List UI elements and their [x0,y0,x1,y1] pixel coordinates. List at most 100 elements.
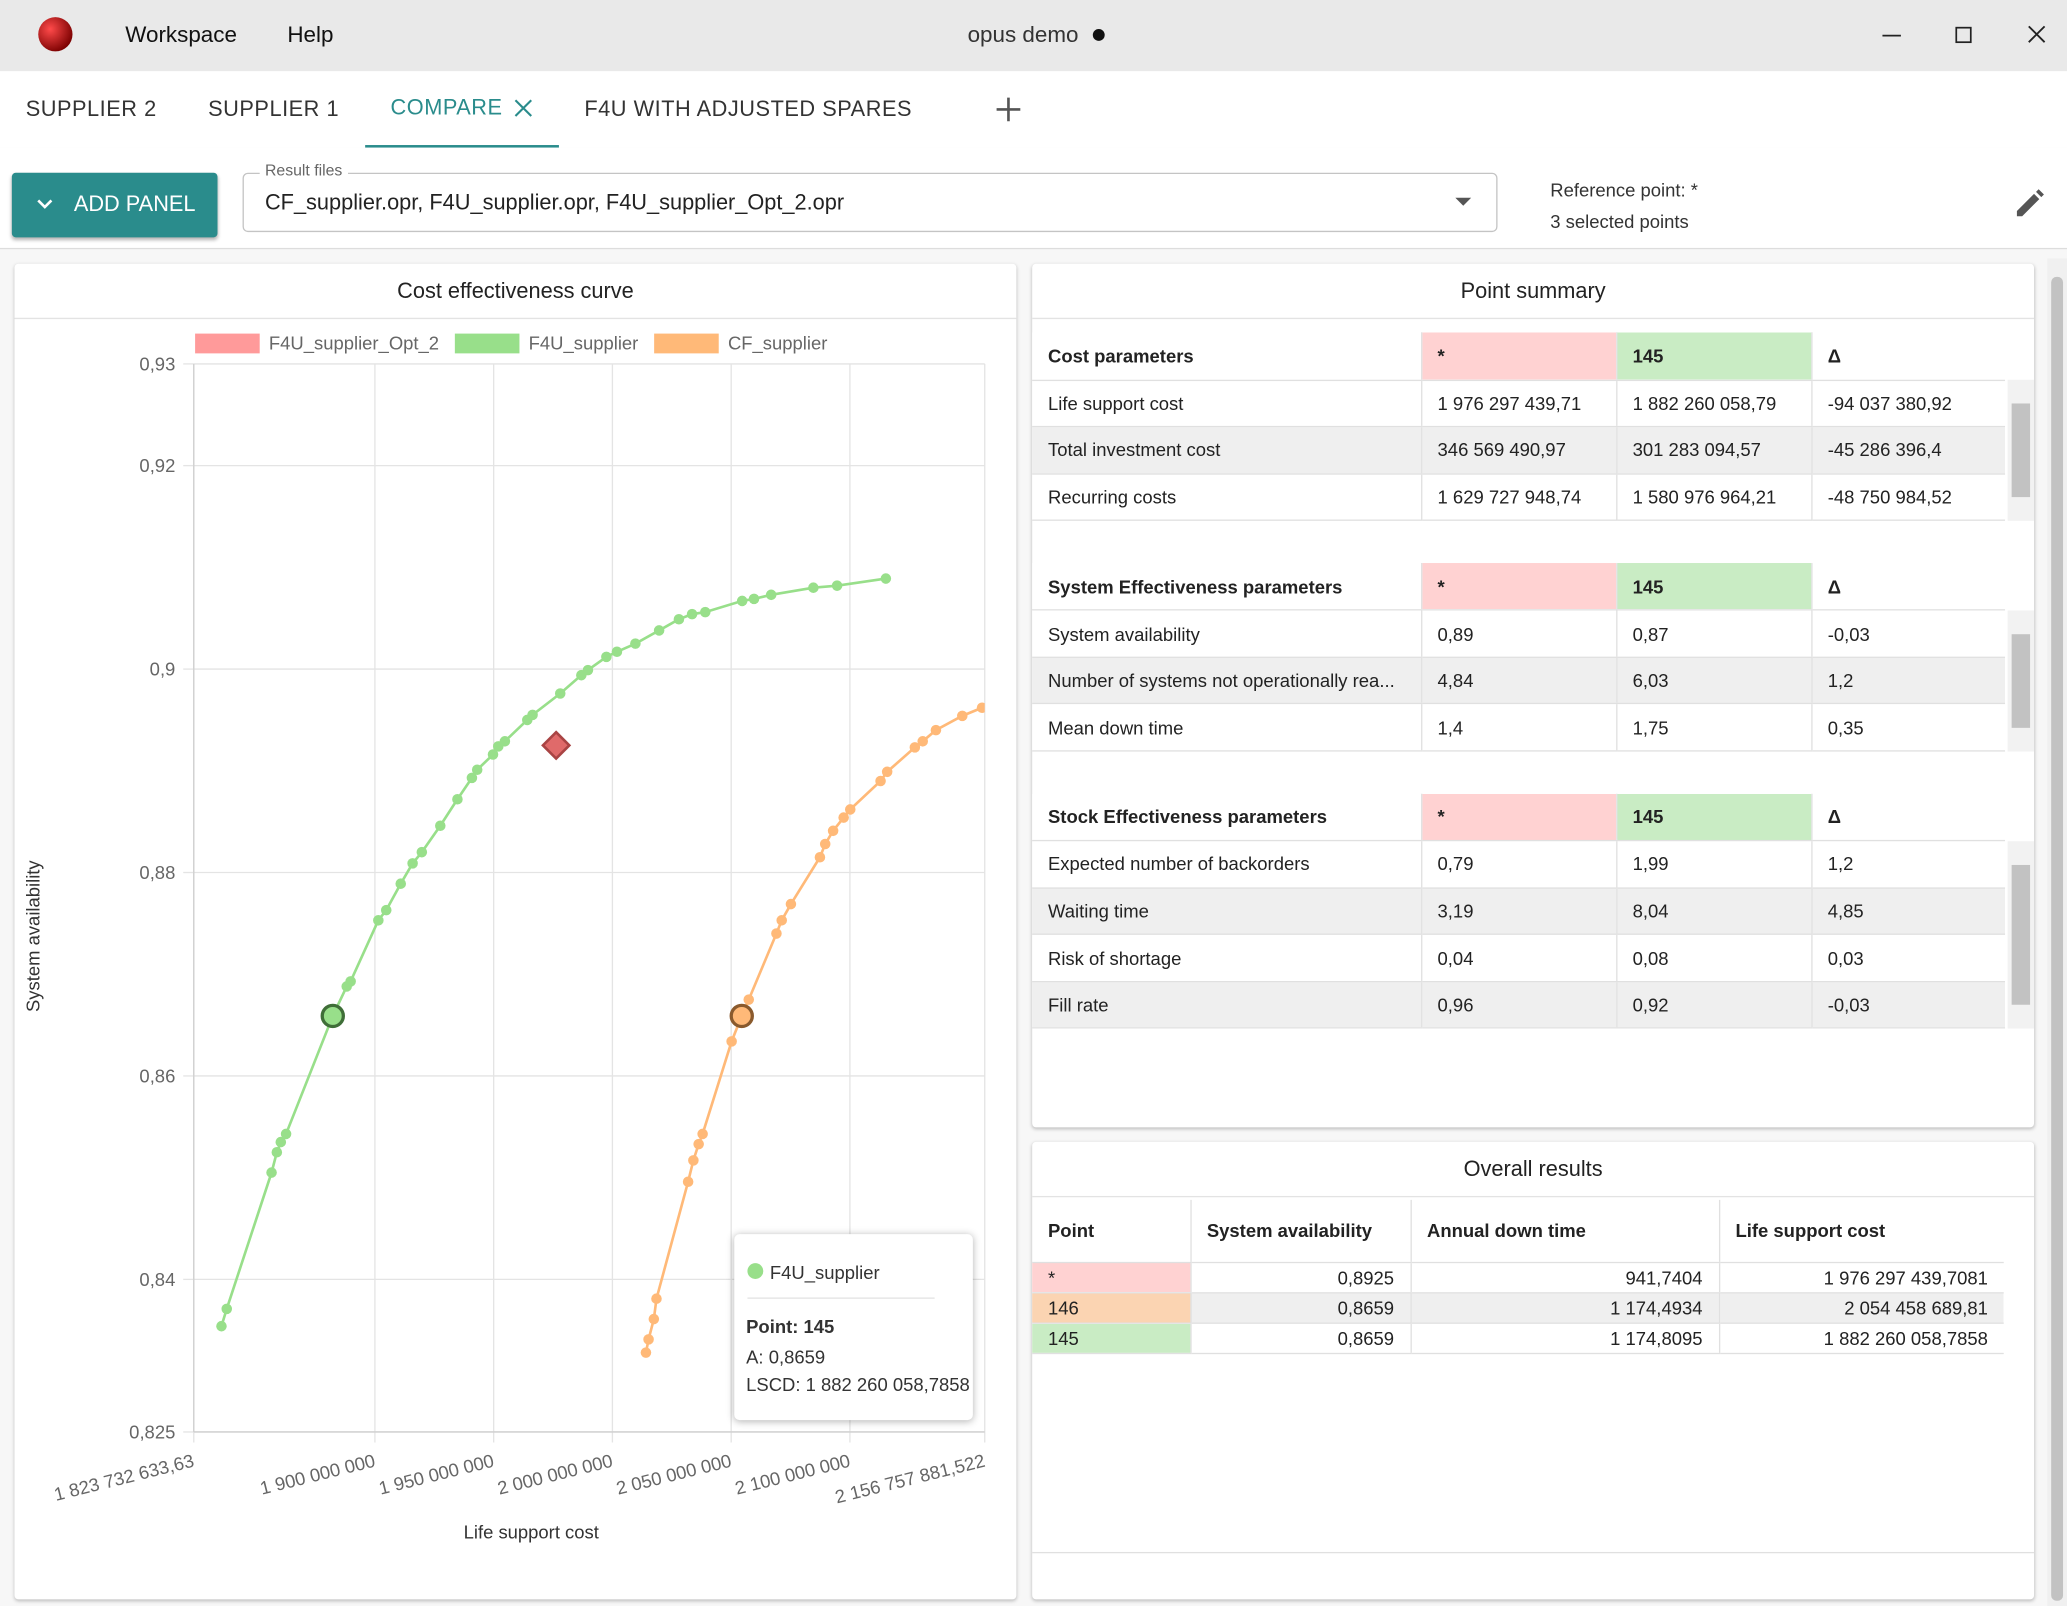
x-tick-label: 2 000 000 000 [495,1450,614,1499]
data-point[interactable] [466,772,478,784]
data-point[interactable] [611,646,623,658]
summary-cell: 3,19 [1420,887,1617,936]
tab[interactable]: SUPPLIER 1 [182,71,364,147]
data-point[interactable] [630,638,641,649]
summary-cell: 1,75 [1615,704,1812,752]
tab[interactable]: COMPARE [364,71,559,148]
data-point[interactable] [499,736,511,747]
data-point[interactable] [487,749,499,760]
data-point[interactable] [280,1128,292,1140]
data-point[interactable] [729,1003,754,1029]
data-point[interactable] [682,1176,694,1188]
section-scrollbar[interactable] [2007,840,2035,1029]
data-point[interactable] [653,625,665,636]
summary-cell: -0,03 [1810,610,2006,658]
chevron-icon [37,199,53,209]
overall-results-panel: Overall results Point System availability… [1032,1141,2035,1600]
data-point[interactable] [541,730,572,761]
data-point[interactable] [748,593,760,605]
data-point[interactable] [743,994,755,1005]
data-point[interactable] [726,1036,737,1047]
data-point[interactable] [785,898,797,910]
data-point[interactable] [930,724,942,736]
data-point[interactable] [909,742,921,753]
data-point[interactable] [275,1136,287,1148]
data-point[interactable] [686,608,698,620]
data-point[interactable] [271,1146,283,1158]
data-point[interactable] [320,1003,345,1029]
legend-swatch [454,333,520,354]
data-point[interactable] [838,812,849,823]
data-point[interactable] [216,1320,227,1332]
data-point[interactable] [266,1167,277,1178]
add-tab[interactable] [996,96,1022,122]
data-point[interactable] [648,1313,660,1325]
data-point[interactable] [917,736,928,747]
legend-label: CF_supplier [728,332,827,354]
data-point[interactable] [688,1155,699,1166]
data-point[interactable] [582,664,594,676]
data-point[interactable] [673,613,685,625]
data-point[interactable] [416,846,428,858]
data-point[interactable] [736,595,748,607]
data-point[interactable] [651,1293,662,1304]
data-point[interactable] [827,825,839,837]
data-point[interactable] [819,838,831,850]
data-point[interactable] [380,904,392,916]
data-point[interactable] [640,1347,652,1358]
y-tick-label: 0,86 [139,1066,175,1087]
header-cell: 145 [1615,793,1812,842]
data-point[interactable] [765,589,777,601]
maximize[interactable] [1955,26,1972,44]
data-point[interactable] [875,775,886,787]
data-point[interactable] [435,820,446,831]
data-point[interactable] [221,1303,233,1315]
data-point[interactable] [471,764,483,776]
menu-item[interactable]: Workspace [125,22,237,48]
data-point[interactable] [693,1138,704,1150]
scroll-thumb[interactable] [2011,864,2031,1005]
section-scrollbar[interactable] [2007,379,2035,521]
results-row: 145 0,8659 1 174,8095 1 882 260 058,7858 [1032,1322,2004,1354]
add-panel-button[interactable]: ADD PANEL [11,172,218,238]
data-point[interactable] [601,651,612,663]
results-table-wrap: Point System availability Annual down time… [1032,1199,2004,1354]
data-point[interactable] [345,976,356,987]
tab[interactable]: SUPPLIER 2 [0,71,182,147]
summary-cell: 0,92 [1615,981,1812,1030]
data-point[interactable] [697,1128,708,1140]
chevron [37,199,53,209]
close[interactable] [2028,25,2046,43]
data-point[interactable] [527,709,538,721]
summary-table: System Effectiveness parameters * 145 Δ Syst… [1032,562,2006,752]
data-point[interactable] [373,915,384,926]
data-point[interactable] [407,858,418,869]
data-point[interactable] [880,573,892,584]
data-point[interactable] [452,793,463,805]
menu-item[interactable]: Help [287,22,334,48]
page-scrollbar[interactable] [2047,258,2067,1606]
data-point[interactable] [554,688,566,699]
data-point[interactable] [808,582,819,593]
edit-icon[interactable] [2013,189,2047,223]
data-point[interactable] [395,878,407,889]
data-point[interactable] [957,710,968,722]
data-point[interactable] [643,1334,654,1345]
scroll-thumb[interactable] [2051,276,2064,1601]
data-point[interactable] [844,804,856,815]
scroll-thumb[interactable] [2011,403,2031,497]
data-point[interactable] [776,915,787,926]
data-point[interactable] [699,606,711,618]
tab[interactable]: F4U WITH ADJUSTED SPARES [559,71,938,147]
result-files-select[interactable]: Result files CF_supplier.opr, F4U_suppli… [242,160,1498,233]
data-point[interactable] [831,580,843,591]
section-scrollbar[interactable] [2007,610,2035,752]
y-tick-label: 0,84 [139,1269,175,1290]
data-point[interactable] [976,702,988,714]
data-point[interactable] [814,851,826,863]
scroll-thumb[interactable] [2011,633,2031,728]
data-point[interactable] [881,766,893,778]
data-point[interactable] [771,928,782,939]
tooltip-line: A: 0,8659 [746,1346,826,1368]
tab-close[interactable] [514,99,533,117]
